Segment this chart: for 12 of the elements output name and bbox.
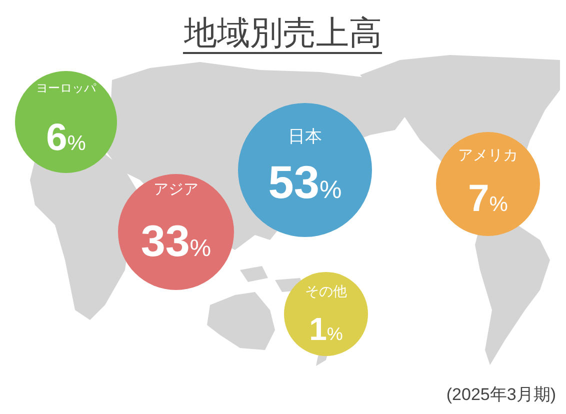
category-label: ヨーロッパ <box>36 81 97 95</box>
data-label: 6% <box>46 117 86 159</box>
category-label: アジア <box>154 181 198 198</box>
category-label: アメリカ <box>458 147 518 164</box>
category-label: その他 <box>305 283 347 299</box>
data-label: 33% <box>140 217 212 266</box>
data-label: 53% <box>268 156 342 208</box>
data-label: 1% <box>309 311 343 347</box>
data-label: 7% <box>468 178 508 220</box>
annotation: (2025年3月期) <box>446 385 556 404</box>
category-label: 日本 <box>288 127 322 146</box>
title: 地域別売上高 <box>184 14 382 51</box>
